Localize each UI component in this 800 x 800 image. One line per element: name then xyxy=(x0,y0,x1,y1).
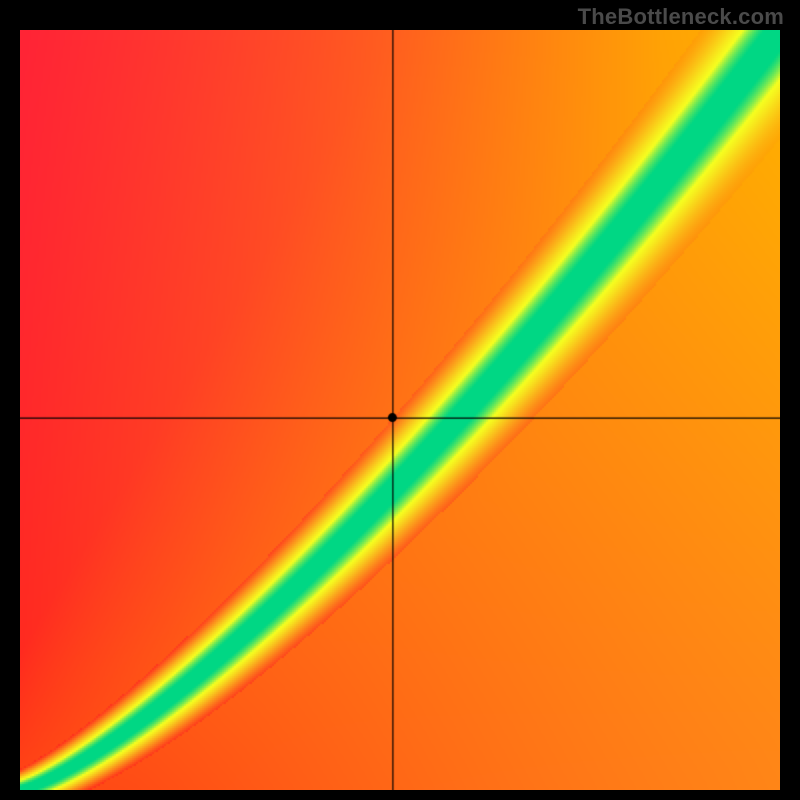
watermark-label: TheBottleneck.com xyxy=(578,4,784,30)
bottleneck-heatmap xyxy=(20,30,780,790)
